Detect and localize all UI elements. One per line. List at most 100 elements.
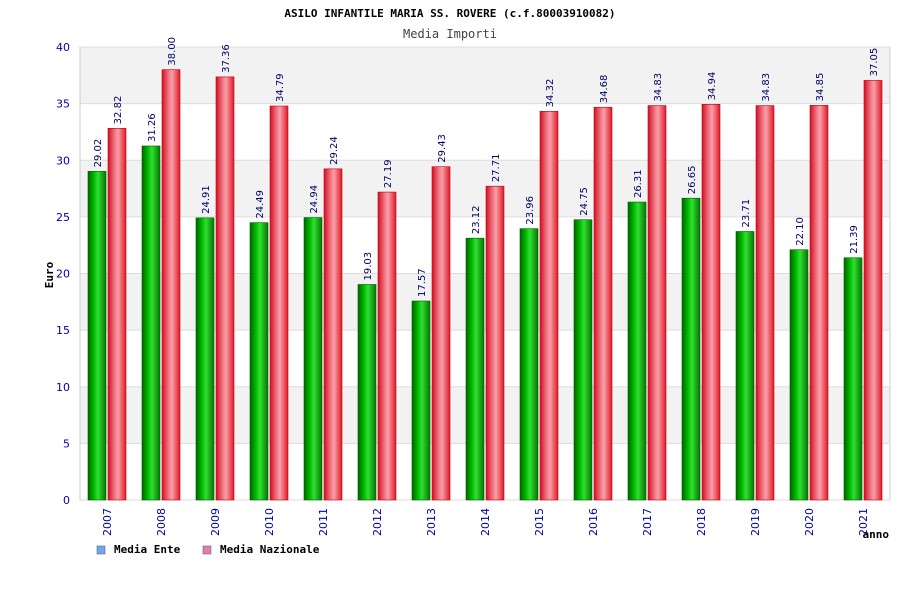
data-label: 24.91 <box>201 185 212 214</box>
bar-media-ente-2010 <box>249 222 269 501</box>
bar-media-ente-2012 <box>357 284 377 501</box>
data-label: 32.82 <box>113 96 124 125</box>
data-label: 26.65 <box>687 166 698 195</box>
x-tick-label: 2020 <box>803 508 816 536</box>
plot-band <box>80 103 890 161</box>
bar-media-nazionale-2020 <box>809 105 829 501</box>
x-tick-label: 2012 <box>371 508 384 536</box>
bar-media-ente-2021 <box>843 257 863 501</box>
x-tick-label: 2018 <box>695 508 708 536</box>
bar-media-nazionale-2019 <box>755 105 775 501</box>
y-axis-label: Euro <box>43 261 56 288</box>
data-label: 22.10 <box>795 217 806 246</box>
y-tick-label: 0 <box>63 494 70 507</box>
bar-media-nazionale-2011 <box>323 168 343 501</box>
bar-media-nazionale-2018 <box>701 104 721 501</box>
plot-band <box>80 443 890 500</box>
legend-swatch-media-ente <box>96 545 106 555</box>
legend-swatch-media-nazionale <box>202 545 212 555</box>
y-tick-label: 35 <box>56 98 70 111</box>
y-axis-ticks: 0 5 10 15 20 25 30 35 40 <box>56 41 70 507</box>
bar-media-ente-2015 <box>519 228 539 501</box>
x-tick-label: 2017 <box>641 508 654 536</box>
bar-media-nazionale-2017 <box>647 105 667 501</box>
data-label: 29.24 <box>329 136 340 165</box>
x-tick-label: 2011 <box>317 508 330 536</box>
bar-media-nazionale-2010 <box>269 105 289 501</box>
bar-media-ente-2007 <box>87 171 107 501</box>
x-tick-label: 2010 <box>263 508 276 536</box>
plot-background <box>79 46 891 501</box>
bar-media-ente-2017 <box>627 201 647 501</box>
data-label: 29.43 <box>437 134 448 163</box>
y-tick-label: 40 <box>56 41 70 54</box>
chart-title: ASILO INFANTILE MARIA SS. ROVERE (c.f.80… <box>284 7 615 20</box>
data-label: 34.83 <box>761 73 772 102</box>
bar-media-nazionale-2021 <box>863 80 883 501</box>
x-tick-label: 2013 <box>425 508 438 536</box>
y-tick-label: 20 <box>56 268 70 281</box>
bar-media-nazionale-2012 <box>377 191 397 501</box>
plot-band <box>80 47 890 104</box>
y-tick-label: 10 <box>56 381 70 394</box>
bar-media-nazionale-2007 <box>107 128 127 501</box>
data-label: 23.12 <box>471 206 482 235</box>
x-tick-label: 2014 <box>479 508 492 536</box>
plot-band <box>80 273 890 331</box>
plot-band <box>80 216 890 274</box>
x-tick-label: 2015 <box>533 508 546 536</box>
y-tick-label: 5 <box>63 437 70 450</box>
data-label: 37.36 <box>221 44 232 73</box>
bar-media-ente-2014 <box>465 237 485 501</box>
bar-media-ente-2020 <box>789 249 809 501</box>
bar-media-ente-2018 <box>681 197 701 501</box>
data-label: 24.75 <box>579 187 590 216</box>
data-label: 26.31 <box>633 169 644 198</box>
y-tick-label: 30 <box>56 154 70 167</box>
data-label: 27.71 <box>491 154 502 183</box>
bar-media-nazionale-2009 <box>215 76 235 501</box>
data-label: 34.85 <box>815 73 826 102</box>
data-label: 34.94 <box>707 72 718 101</box>
data-label: 23.96 <box>525 196 536 225</box>
grid-lines <box>80 46 890 501</box>
data-label: 34.83 <box>653 73 664 102</box>
plot-band <box>80 330 890 387</box>
data-label: 37.05 <box>869 48 880 77</box>
bar-labels: 29.02 32.82 31.26 38.00 24.91 37.36 24.49 34.79… <box>93 37 880 297</box>
x-tick-label: 2007 <box>101 508 114 536</box>
bars <box>87 69 883 501</box>
data-label: 23.71 <box>741 199 752 228</box>
bar-media-nazionale-2008 <box>161 69 181 501</box>
bar-media-ente-2016 <box>573 219 593 501</box>
x-axis-ticks: 2007 2008 2009 2010 2011 2012 2013 2014 2015 2016… <box>101 508 870 536</box>
bar-media-nazionale-2013 <box>431 166 451 501</box>
data-label: 24.94 <box>309 185 320 214</box>
data-label: 34.68 <box>599 75 610 104</box>
y-tick-label: 25 <box>56 211 70 224</box>
x-tick-label: 2016 <box>587 508 600 536</box>
legend-label-media-nazionale: Media Nazionale <box>220 543 320 556</box>
data-label: 27.19 <box>383 159 394 188</box>
bar-media-nazionale-2016 <box>593 106 613 501</box>
plot-band <box>80 160 890 217</box>
x-tick-label: 2008 <box>155 508 168 536</box>
data-label: 38.00 <box>167 37 178 66</box>
data-label: 17.57 <box>417 268 428 297</box>
bar-media-ente-2009 <box>195 217 215 501</box>
bar-media-nazionale-2015 <box>539 111 559 501</box>
data-label: 19.03 <box>363 252 374 281</box>
x-tick-label: 2021 <box>857 508 870 536</box>
x-tick-label: 2019 <box>749 508 762 536</box>
data-label: 34.32 <box>545 79 556 108</box>
data-label: 29.02 <box>93 139 104 168</box>
data-label: 34.79 <box>275 73 286 102</box>
bar-media-ente-2013 <box>411 300 431 501</box>
bar-media-nazionale-2014 <box>485 185 505 501</box>
y-tick-label: 15 <box>56 324 70 337</box>
x-axis-label: anno <box>863 528 890 541</box>
bar-media-ente-2008 <box>141 145 161 501</box>
x-tick-label: 2009 <box>209 508 222 536</box>
data-label: 21.39 <box>849 225 860 254</box>
